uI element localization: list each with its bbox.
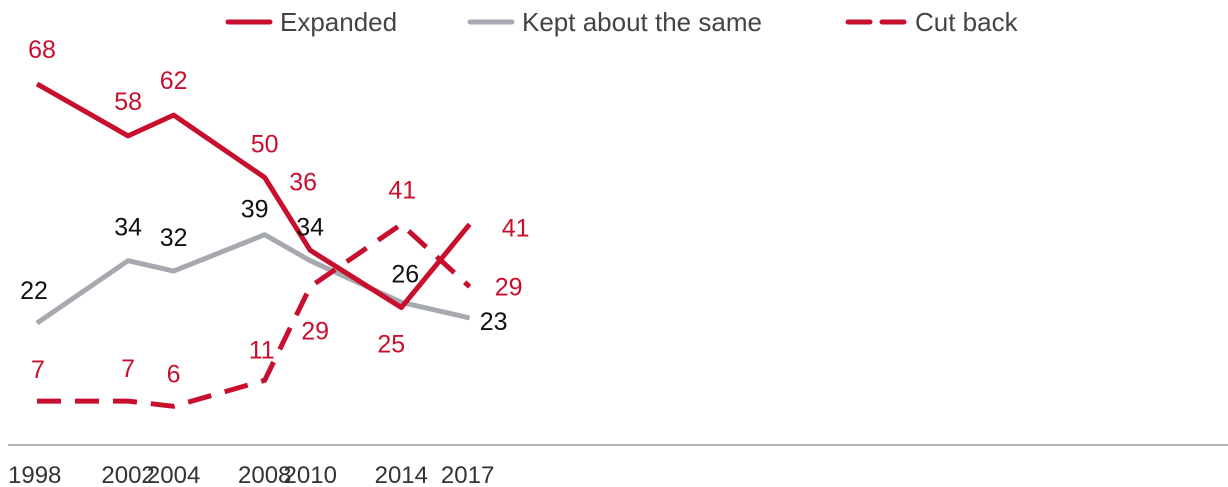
- data-label-s0-2014: 25: [377, 331, 405, 359]
- legend-label-0: Expanded: [280, 7, 397, 37]
- data-label-s1-1998: 22: [20, 277, 48, 305]
- data-label-s1-2004: 32: [160, 224, 188, 252]
- series-line-1: [35, 232, 471, 326]
- x-tick-label-2008: 2008: [238, 462, 291, 487]
- data-label-s2-2004: 6: [167, 360, 181, 388]
- data-label-s0-2017: 41: [502, 214, 530, 242]
- data-label-s1-2017: 23: [480, 308, 508, 336]
- x-tick-label-2004: 2004: [147, 462, 200, 487]
- x-tick-label-2017: 2017: [441, 462, 494, 487]
- data-label-s0-2008: 50: [251, 131, 279, 159]
- series-line-2: [37, 221, 472, 409]
- data-label-s0-2004: 62: [160, 67, 188, 95]
- x-tick-label-2002: 2002: [101, 462, 154, 487]
- series-lines: [35, 81, 472, 409]
- data-label-s2-2002: 7: [121, 355, 135, 383]
- data-label-s1-2010: 34: [296, 214, 324, 242]
- data-label-s2-2017: 29: [495, 274, 523, 302]
- data-label-s2-1998: 7: [31, 356, 45, 384]
- data-label-s2-2008: 11: [249, 336, 275, 364]
- legend-label-1: Kept about the same: [522, 7, 762, 37]
- data-label-s1-2014: 26: [391, 260, 419, 288]
- legend-label-2: Cut back: [915, 7, 1019, 37]
- x-tick-label-2014: 2014: [375, 462, 428, 487]
- data-label-s0-2010: 36: [289, 168, 317, 196]
- x-tick-label-1998: 1998: [8, 462, 61, 487]
- x-tick-label-2010: 2010: [284, 462, 337, 487]
- data-label-s0-1998: 68: [28, 36, 56, 64]
- chart-legend: Expanded Kept about the same Cut back: [225, 7, 1019, 37]
- data-label-s1-2002: 34: [114, 214, 142, 242]
- data-labels: 68 58 62 50 36 25 41 22 34 32 39 34 26 23 7 7 6 11 29 41 29: [20, 36, 530, 388]
- data-label-s0-2002: 58: [114, 88, 142, 116]
- data-label-s2-2014: 41: [388, 176, 416, 204]
- series-line-0: [35, 81, 472, 310]
- data-label-s1-2008: 39: [241, 196, 269, 224]
- data-label-s2-2010: 29: [301, 318, 329, 346]
